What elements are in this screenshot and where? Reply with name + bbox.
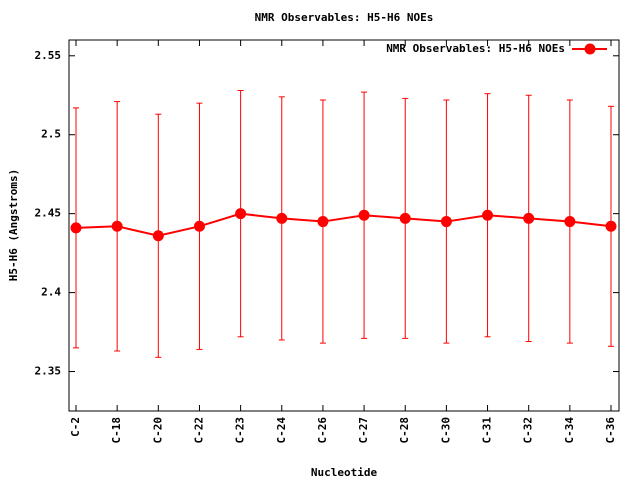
legend-marker — [584, 43, 596, 55]
x-tick-label: C-24 — [275, 417, 288, 444]
y-axis-label: H5-H6 (Angstroms) — [7, 169, 20, 282]
marker — [152, 230, 164, 242]
x-tick-label: C-2 — [69, 417, 82, 437]
marker — [482, 209, 494, 221]
y-tick-label: 2.5 — [41, 128, 61, 141]
y-tick-label: 2.55 — [35, 49, 62, 62]
x-tick-label: C-32 — [522, 417, 535, 444]
x-tick-label: C-22 — [192, 417, 205, 444]
series-line — [75, 212, 612, 237]
marker — [440, 216, 452, 228]
marker — [276, 212, 288, 224]
x-axis-label: Nucleotide — [311, 466, 378, 479]
x-tick-label: C-28 — [398, 417, 411, 444]
plot-frame — [68, 39, 620, 412]
x-tick-label: C-34 — [563, 417, 576, 444]
x-tick-label: C-30 — [439, 417, 452, 444]
marker — [523, 212, 535, 224]
marker — [317, 216, 329, 228]
marker — [605, 220, 617, 232]
marker — [399, 212, 411, 224]
marker — [564, 216, 576, 228]
chart-title: NMR Observables: H5-H6 NOEs — [255, 11, 434, 24]
legend-label: NMR Observables: H5-H6 NOEs — [386, 42, 565, 55]
x-tick-label: C-26 — [316, 417, 329, 444]
x-tick-label: C-18 — [110, 417, 123, 444]
y-tick-label: 2.35 — [35, 365, 62, 378]
marker — [358, 209, 370, 221]
x-tick-label: C-27 — [357, 417, 370, 444]
marker — [193, 220, 205, 232]
y-tick-label: 2.45 — [35, 207, 62, 220]
x-tick-label: C-36 — [604, 417, 617, 444]
x-tick-label: C-31 — [481, 417, 494, 444]
marker — [70, 222, 82, 234]
marker — [111, 220, 123, 232]
marker — [235, 208, 247, 220]
y-tick-label: 2.4 — [41, 286, 61, 299]
x-tick-label: C-20 — [151, 417, 164, 444]
x-tick-label: C-23 — [234, 417, 247, 444]
